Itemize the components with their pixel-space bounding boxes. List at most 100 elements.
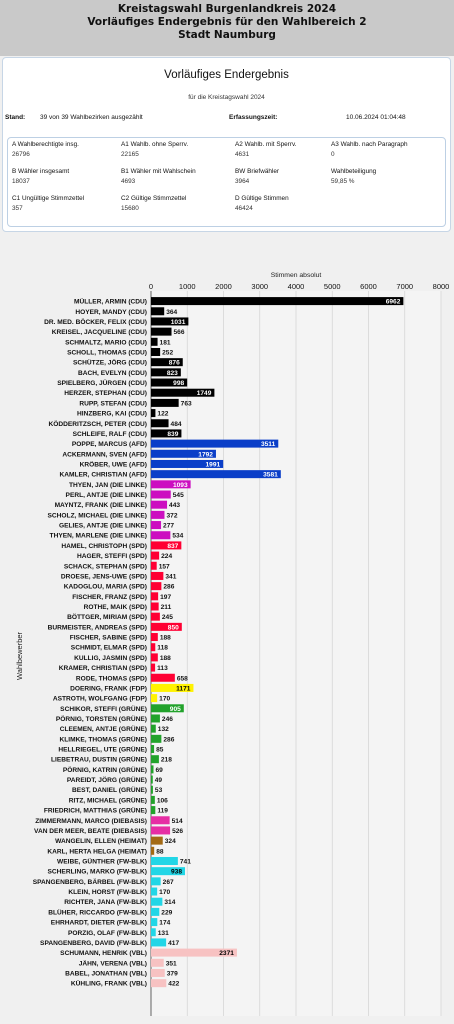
- data-label: 741: [180, 858, 191, 865]
- bar: [151, 317, 189, 326]
- data-label: 286: [163, 736, 174, 743]
- y-tick-label: SPANGENBERG, BÄRBEL (FW-BLK): [33, 878, 147, 886]
- x-tick-label: 3000: [251, 282, 268, 291]
- data-label: 417: [168, 940, 179, 947]
- data-label: 113: [157, 665, 168, 672]
- y-tick-label: DROESE, JENS-UWE (SPD): [61, 573, 147, 580]
- data-label: 3511: [261, 441, 276, 448]
- data-label: 372: [166, 512, 177, 519]
- stat-a-wahlberechtigte: A Wahlberechtigte insg. 26796: [12, 141, 79, 159]
- data-label: 245: [162, 614, 173, 621]
- data-label: 119: [157, 808, 168, 815]
- bar: [151, 887, 158, 896]
- y-tick-label: RODE, THOMAS (SPD): [76, 675, 147, 682]
- data-label: 224: [161, 553, 172, 560]
- card-title: Vorläufiges Endergebnis: [164, 69, 289, 81]
- bar: [151, 347, 161, 356]
- x-tick-label: 1000: [179, 282, 196, 291]
- bar: [151, 877, 161, 886]
- x-tick-label: 8000: [433, 282, 450, 291]
- x-tick-label: 0: [149, 282, 153, 291]
- data-label: 286: [163, 584, 174, 591]
- y-tick-label: PORZIG, OLAF (FW-BLK): [68, 930, 147, 937]
- bar: [151, 521, 162, 530]
- header-line-2: Vorläufiges Endergebnis für den Wahlbere…: [87, 16, 367, 28]
- y-tick-label: PERL, ANTJE (DIE LINKE): [66, 492, 147, 499]
- y-tick-label: KREISEL, JACQUELINE (CDU): [52, 329, 147, 336]
- stat-label: D Gültige Stimmen: [235, 195, 289, 202]
- bar: [151, 765, 154, 774]
- y-tick-label: HAGER, STEFFI (SPD): [77, 553, 147, 560]
- bar: [151, 480, 191, 489]
- bar: [151, 836, 163, 845]
- data-label: 1792: [198, 451, 213, 458]
- data-label: 188: [160, 655, 171, 662]
- data-label: 351: [166, 960, 177, 967]
- x-tick-label: 7000: [396, 282, 413, 291]
- bar: [151, 510, 165, 519]
- y-tick-label: ACKERMANN, SVEN (AFD): [62, 451, 147, 458]
- y-tick-label: WANGELIN, ELLEN (HEIMAT): [55, 838, 147, 845]
- stat-a1: A1 Wahlb. ohne Sperrv. 22165: [121, 141, 188, 159]
- stat-label: B1 Wähler mit Wahlschein: [121, 168, 196, 175]
- bar: [151, 734, 162, 743]
- stat-c2: C2 Gültige Stimmzettel 15680: [121, 195, 186, 213]
- bar: [151, 449, 216, 458]
- bar: [151, 918, 158, 927]
- data-label: 197: [160, 594, 171, 601]
- bar: [151, 724, 156, 733]
- y-tick-label: SCHMIDT, ELMAR (SPD): [71, 645, 147, 652]
- y-tick-label: PÖRNIG, KATRIN (GRÜNE): [63, 765, 147, 774]
- y-tick-label: HINZBERG, KAI (CDU): [77, 411, 147, 418]
- bar: [151, 633, 158, 642]
- data-label: 69: [156, 767, 164, 774]
- y-tick-label: CLEEMEN, ANTJE (GRÜNE): [60, 724, 147, 733]
- bar: [151, 928, 156, 937]
- y-tick-label: BABEL, JONATHAN (VBL): [65, 970, 147, 977]
- data-label: 839: [167, 431, 178, 438]
- y-tick-label: PÖRNIG, TORSTEN (GRÜNE): [56, 714, 147, 723]
- data-label: 229: [161, 909, 172, 916]
- erfassung-label: Erfassungszeit:: [229, 114, 278, 121]
- x-axis-ticks: 0 1000 2000 3000 4000 5000 6000 7000 8000: [149, 282, 449, 291]
- data-label: 174: [159, 920, 170, 927]
- y-tick-label: VAN DER MEER, BEATE (DIEBASIS): [34, 828, 147, 835]
- bar: [151, 775, 153, 784]
- data-label: 132: [158, 726, 169, 733]
- y-axis-labels: MÜLLER, ARMIN (CDU) HOYER, MANDY (CDU)DR.…: [33, 297, 147, 988]
- bar: [151, 531, 171, 540]
- bar: [151, 459, 224, 468]
- bar: [151, 612, 160, 621]
- bar: [151, 673, 175, 682]
- data-label: 837: [167, 543, 178, 550]
- y-tick-label: EHRHARDT, DIETER (FW-BLK): [51, 920, 147, 927]
- header-line-3: Stadt Naumburg: [178, 29, 276, 41]
- stat-value: 18037: [12, 178, 30, 185]
- bar: [151, 500, 168, 509]
- y-tick-label: KADOGLOU, MARIA (SPD): [64, 584, 147, 591]
- y-tick-label: MÜLLER, ARMIN (CDU): [74, 297, 147, 306]
- data-label: 1031: [171, 319, 186, 326]
- bar: [151, 307, 165, 316]
- data-label: 85: [156, 747, 164, 754]
- y-tick-label: KAMLER, CHRISTIAN (AFD): [59, 472, 147, 479]
- y-tick-label: LIEBETRAU, DUSTIN (GRÜNE): [51, 755, 147, 764]
- data-label: 938: [171, 869, 182, 876]
- y-tick-label: SCHLEIFE, RALF (CDU): [73, 431, 147, 438]
- data-label: 157: [159, 563, 170, 570]
- y-tick-label: RICHTER, JANA (FW-BLK): [64, 899, 147, 906]
- stat-label: C1 Ungültige Stimmzettel: [12, 195, 85, 202]
- bar: [151, 358, 183, 367]
- data-label: 658: [177, 675, 188, 682]
- y-tick-label: SCHACK, STEPHAN (SPD): [64, 563, 147, 570]
- stat-value: 59,85 %: [331, 178, 355, 185]
- data-label: 170: [159, 889, 170, 896]
- bar: [151, 561, 157, 570]
- stat-label: A Wahlberechtigte insg.: [12, 141, 79, 148]
- bar: [151, 826, 171, 835]
- stat-label: BW Briefwähler: [235, 168, 280, 175]
- bar: [151, 806, 156, 815]
- data-label: 443: [169, 502, 180, 509]
- data-label: 267: [163, 879, 174, 886]
- stat-label: A2 Wahlb. mit Sperrv.: [235, 141, 297, 148]
